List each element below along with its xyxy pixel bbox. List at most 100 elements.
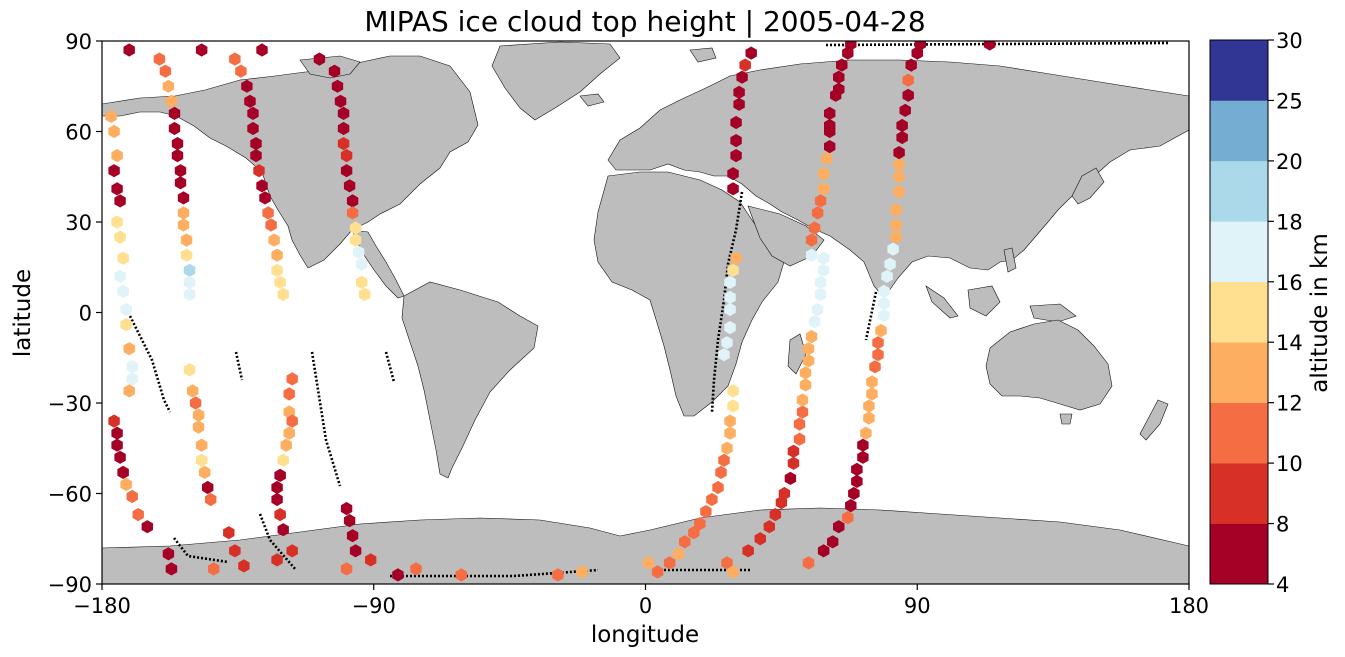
cloud-point bbox=[824, 118, 836, 133]
cloud-point bbox=[914, 41, 926, 51]
cloud-point bbox=[337, 106, 350, 120]
cloud-point bbox=[811, 206, 824, 220]
map-area bbox=[101, 40, 1190, 585]
cloud-point bbox=[280, 438, 292, 452]
cloud-point bbox=[111, 149, 123, 163]
scan-track-5 bbox=[710, 191, 744, 413]
cloud-point bbox=[727, 167, 739, 181]
cloud-point bbox=[346, 529, 359, 543]
cloud-point bbox=[126, 372, 138, 386]
cloud-point bbox=[392, 568, 404, 582]
y-tick-label: 90 bbox=[65, 30, 92, 54]
cloud-point bbox=[241, 79, 253, 93]
cloud-point bbox=[111, 438, 123, 452]
cloud-point bbox=[721, 441, 733, 455]
cloud-point bbox=[271, 248, 283, 262]
cloud-point bbox=[651, 565, 664, 579]
x-tick-label: 180 bbox=[1169, 594, 1209, 618]
cloud-point bbox=[271, 263, 283, 277]
cloud-point bbox=[893, 146, 905, 160]
south-america-land bbox=[401, 281, 539, 479]
borneo-land bbox=[967, 285, 1001, 317]
colorbar: 4 8 10 12 14 16 18 20 25 30 bbox=[1209, 29, 1303, 597]
cloud-point bbox=[833, 82, 845, 96]
cloud-top-points bbox=[105, 41, 996, 582]
cloud-point bbox=[171, 149, 184, 163]
cloud-point bbox=[848, 486, 860, 501]
cloud-point bbox=[256, 179, 268, 193]
cloud-point bbox=[857, 438, 869, 452]
cloud-point bbox=[268, 233, 280, 247]
cloud-point bbox=[114, 194, 126, 208]
cloud-point bbox=[727, 384, 739, 398]
cloud-point bbox=[271, 492, 283, 507]
colorbar-segment bbox=[1210, 402, 1268, 464]
cloud-point bbox=[872, 336, 884, 350]
scan-track-10 bbox=[825, 41, 1171, 47]
scan-track-7 bbox=[172, 537, 229, 564]
cloud-point bbox=[229, 544, 241, 558]
cloud-point bbox=[223, 526, 235, 540]
cloud-point bbox=[787, 444, 800, 458]
colorbar-segment bbox=[1210, 221, 1268, 283]
cloud-point bbox=[410, 562, 422, 576]
cloud-point bbox=[866, 375, 878, 389]
cloud-point bbox=[817, 251, 830, 265]
cloud-point bbox=[274, 275, 286, 289]
cloud-point bbox=[108, 124, 120, 139]
cloud-point bbox=[455, 568, 467, 582]
y-tick-label: 30 bbox=[65, 211, 92, 235]
cloud-point bbox=[180, 248, 193, 262]
cloud-point bbox=[186, 384, 199, 398]
cloud-point bbox=[132, 508, 144, 522]
cloud-point bbox=[673, 547, 685, 561]
cloud-point bbox=[576, 565, 588, 579]
cloud-point bbox=[842, 511, 854, 525]
scan-track-9 bbox=[390, 568, 599, 578]
cloud-point bbox=[192, 420, 205, 434]
cloud-point bbox=[724, 414, 736, 428]
satellite-scan-tracks bbox=[128, 41, 1171, 578]
cloud-point bbox=[851, 462, 863, 476]
cloud-point bbox=[808, 314, 821, 329]
cloud-point bbox=[165, 94, 178, 108]
colorbar-segment bbox=[1210, 463, 1268, 524]
cloud-point bbox=[123, 384, 135, 398]
cloud-point bbox=[183, 263, 196, 277]
cloud-point bbox=[836, 58, 848, 72]
colorbar-tick-label: 16 bbox=[1276, 271, 1303, 295]
cloud-point bbox=[349, 221, 362, 235]
colorbar-segment bbox=[1210, 160, 1268, 222]
colorbar-tick-label: 14 bbox=[1276, 331, 1303, 355]
sumatra-land bbox=[925, 285, 959, 319]
cloud-point bbox=[754, 532, 766, 546]
cloud-point bbox=[739, 58, 751, 72]
cloud-point bbox=[784, 471, 797, 485]
cloud-point bbox=[860, 426, 872, 440]
cloud-point bbox=[286, 544, 298, 558]
cloud-point bbox=[283, 387, 295, 401]
cloud-point bbox=[286, 414, 298, 428]
cloud-point bbox=[247, 106, 259, 120]
cloud-point bbox=[168, 121, 181, 136]
cloud-point bbox=[120, 302, 132, 317]
cloud-point bbox=[984, 41, 996, 51]
scan-track-2 bbox=[234, 351, 244, 381]
cloud-point bbox=[283, 426, 295, 440]
cloud-point bbox=[343, 514, 356, 528]
cloud-point bbox=[805, 233, 818, 247]
cloud-point bbox=[123, 342, 135, 356]
cloud-point bbox=[727, 565, 739, 579]
cloud-point bbox=[356, 275, 368, 289]
cloud-point bbox=[817, 544, 830, 558]
colorbar-segment bbox=[1210, 342, 1268, 403]
cloud-point bbox=[724, 302, 736, 317]
cloud-point bbox=[896, 118, 908, 133]
cloud-point bbox=[817, 182, 830, 196]
cloud-point bbox=[875, 324, 887, 338]
x-axis-label: longitude bbox=[591, 622, 699, 648]
cloud-point bbox=[238, 559, 250, 573]
scan-track-4 bbox=[384, 351, 396, 383]
cloud-point bbox=[208, 562, 220, 576]
cloud-point bbox=[724, 290, 736, 304]
